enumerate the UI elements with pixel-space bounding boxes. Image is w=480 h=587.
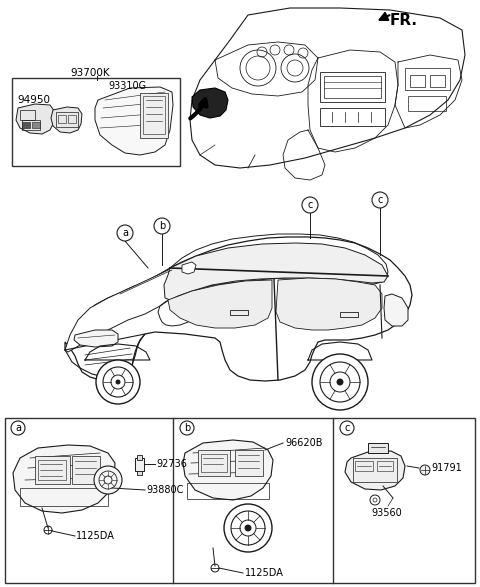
Bar <box>405 68 450 90</box>
Bar <box>20 110 35 120</box>
Text: a: a <box>122 228 128 238</box>
Text: b: b <box>184 423 190 433</box>
Text: a: a <box>15 423 21 433</box>
Polygon shape <box>16 104 55 134</box>
Bar <box>32 122 40 128</box>
Bar <box>35 456 70 484</box>
Bar <box>72 456 100 484</box>
Bar <box>320 72 385 102</box>
Bar <box>235 450 263 476</box>
Bar <box>20 488 108 506</box>
Circle shape <box>11 421 25 435</box>
Bar <box>38 460 66 480</box>
Bar <box>143 96 165 134</box>
Circle shape <box>302 197 318 213</box>
Polygon shape <box>74 330 118 347</box>
Bar <box>137 471 142 475</box>
Bar <box>58 115 66 123</box>
Circle shape <box>96 360 140 404</box>
Bar <box>324 76 381 98</box>
Bar <box>368 443 388 453</box>
Circle shape <box>180 421 194 435</box>
Polygon shape <box>164 243 388 300</box>
Bar <box>408 96 446 111</box>
Bar <box>12 78 180 166</box>
Circle shape <box>94 466 122 494</box>
Circle shape <box>154 218 170 234</box>
Bar <box>137 455 142 460</box>
Bar <box>355 461 373 471</box>
Bar <box>201 454 227 472</box>
Bar <box>377 461 393 471</box>
Polygon shape <box>190 8 465 168</box>
Text: b: b <box>159 221 165 231</box>
Polygon shape <box>51 107 82 133</box>
Bar <box>353 458 397 482</box>
Bar <box>198 450 230 476</box>
Text: c: c <box>377 195 383 205</box>
Bar <box>230 310 248 315</box>
Bar <box>187 483 269 499</box>
Circle shape <box>245 525 251 531</box>
Text: c: c <box>344 423 350 433</box>
Polygon shape <box>65 268 182 352</box>
Text: 93700K: 93700K <box>70 68 109 78</box>
Circle shape <box>224 504 272 552</box>
Polygon shape <box>192 88 228 118</box>
Circle shape <box>117 225 133 241</box>
Bar <box>430 75 445 87</box>
Text: c: c <box>307 200 312 210</box>
Circle shape <box>116 380 120 384</box>
Text: FR.: FR. <box>390 13 418 28</box>
Text: 96620B: 96620B <box>285 438 323 448</box>
Text: 1125DA: 1125DA <box>76 531 115 541</box>
Bar <box>320 108 385 126</box>
Polygon shape <box>276 278 382 330</box>
Text: 1125DA: 1125DA <box>245 568 284 578</box>
Polygon shape <box>345 451 405 490</box>
Bar <box>56 112 78 127</box>
Circle shape <box>372 192 388 208</box>
Polygon shape <box>13 445 115 513</box>
FancyArrowPatch shape <box>190 99 206 119</box>
Polygon shape <box>65 237 412 381</box>
Bar <box>140 93 168 138</box>
Bar <box>410 75 425 87</box>
Polygon shape <box>183 440 273 500</box>
Text: 93880C: 93880C <box>146 485 183 495</box>
Bar <box>22 122 30 128</box>
Polygon shape <box>384 294 408 326</box>
Text: 93310G: 93310G <box>108 81 146 91</box>
Bar <box>135 458 144 471</box>
Circle shape <box>312 354 368 410</box>
Text: 92736: 92736 <box>156 459 187 469</box>
Text: 94950: 94950 <box>17 95 50 105</box>
Polygon shape <box>95 87 173 155</box>
Bar <box>340 312 358 317</box>
Circle shape <box>420 465 430 475</box>
Polygon shape <box>168 280 272 328</box>
Circle shape <box>337 379 343 385</box>
Bar <box>5 418 475 583</box>
Text: 91791: 91791 <box>431 463 462 473</box>
Polygon shape <box>182 262 196 274</box>
Text: 93560: 93560 <box>371 508 402 518</box>
Circle shape <box>340 421 354 435</box>
Bar <box>22 120 40 130</box>
Bar <box>68 115 76 123</box>
